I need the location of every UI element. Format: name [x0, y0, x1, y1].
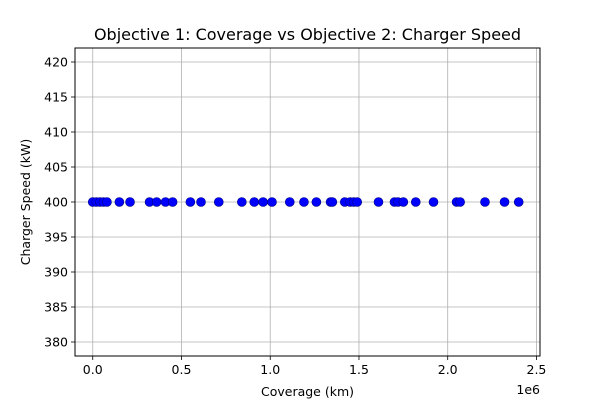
data-point: [513, 197, 524, 207]
data-point: [102, 197, 112, 207]
data-point: [167, 197, 178, 207]
data-point: [352, 197, 362, 207]
data-point: [213, 197, 224, 207]
data-point: [398, 197, 409, 207]
y-axis-label: Charger Speed (kW): [18, 139, 33, 265]
x-tick-label: 1.5: [349, 362, 369, 377]
x-axis-ticks: 0.0 0.5 1.0 1.5 2.0 2.5: [83, 356, 547, 377]
y-tick-label: 420: [44, 55, 68, 70]
data-point: [299, 197, 309, 207]
data-point: [237, 197, 247, 207]
data-point: [499, 197, 510, 207]
data-point: [185, 197, 196, 207]
data-point: [284, 197, 295, 207]
data-point: [480, 197, 490, 207]
y-tick-label: 400: [44, 195, 68, 210]
y-tick-label: 385: [44, 300, 68, 315]
y-tick-label: 395: [44, 230, 68, 245]
x-tick-label: 2.0: [438, 362, 458, 377]
x-axis-label: Coverage (km): [261, 384, 354, 399]
data-point: [114, 197, 125, 207]
y-axis-ticks: 380 385 390 395 400 405 410 415 420: [44, 55, 75, 350]
y-tick-label: 405: [44, 160, 68, 175]
data-point: [373, 197, 384, 207]
x-tick-label: 1.0: [260, 362, 280, 377]
data-point: [327, 197, 338, 207]
data-point: [249, 197, 260, 207]
data-point: [258, 197, 268, 207]
x-tick-label: 0.5: [172, 362, 192, 377]
x-tick-label: 0.0: [83, 362, 103, 377]
data-points: [87, 197, 524, 207]
y-tick-label: 415: [44, 90, 68, 105]
data-point: [125, 197, 135, 207]
data-point: [267, 197, 277, 207]
data-point: [151, 197, 162, 207]
data-point: [428, 197, 439, 207]
data-point: [410, 197, 421, 207]
y-tick-label: 410: [44, 125, 68, 140]
data-point: [196, 197, 206, 207]
data-point: [311, 197, 322, 207]
x-axis-offset-label: 1e6: [516, 382, 540, 397]
chart-title: Objective 1: Coverage vs Objective 2: Ch…: [94, 25, 521, 44]
y-tick-label: 390: [44, 265, 68, 280]
y-tick-label: 380: [44, 335, 68, 350]
data-point: [455, 197, 465, 207]
x-tick-label: 2.5: [527, 362, 547, 377]
